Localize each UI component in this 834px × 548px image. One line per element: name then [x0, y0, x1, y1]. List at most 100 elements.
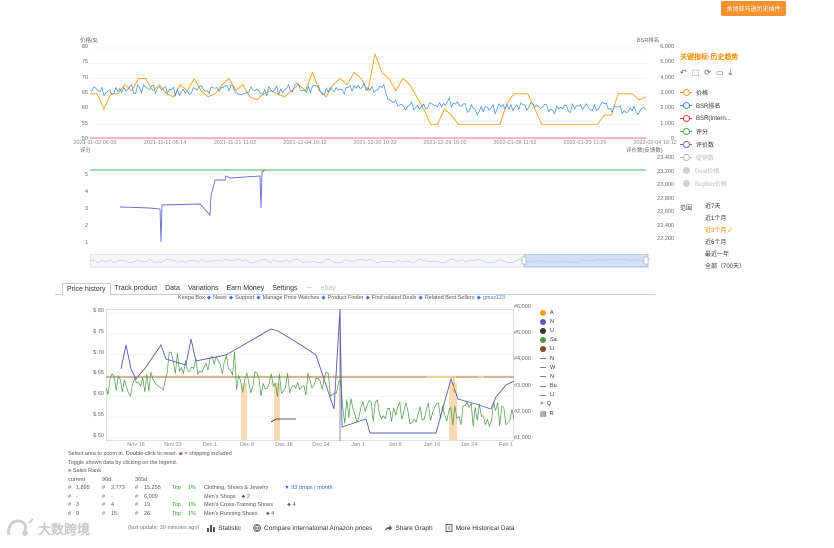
- keepa-tab[interactable]: Price history: [62, 283, 111, 296]
- share-graph-button[interactable]: Share Graph: [384, 524, 433, 532]
- keepa-legend-item[interactable]: Bu: [540, 382, 557, 391]
- rating-reviews-chart[interactable]: [90, 160, 646, 250]
- legend-swatch-icon: [540, 346, 546, 353]
- stat-category-link[interactable]: Clothing, Shoes & Jewelry: [204, 485, 269, 491]
- legend-line-icon: [540, 376, 546, 378]
- range-option[interactable]: 近3个月 ✓: [705, 225, 745, 237]
- keepa-legend-item[interactable]: ⌕ Q: [540, 400, 557, 409]
- keepa-link[interactable]: Manage Price Watches: [262, 295, 320, 301]
- brand-watermark: 大数跨境: [5, 517, 90, 539]
- navigator-selection[interactable]: [523, 254, 649, 268]
- navigator-left-handle[interactable]: [521, 256, 527, 265]
- legend-line-icon: [540, 385, 546, 387]
- zoom-icon[interactable]: ⬚: [691, 68, 700, 77]
- range-option[interactable]: 最近一年: [705, 249, 745, 261]
- range-option[interactable]: 全部（700天）: [705, 261, 745, 273]
- sales-rank-header[interactable]: ● Sales Rank: [68, 468, 101, 474]
- legend-item[interactable]: Deal价格: [680, 164, 780, 177]
- keepa-legend-item[interactable]: N: [540, 372, 557, 381]
- sales-rank-dot-icon: ●: [68, 468, 72, 474]
- stat-cell: 15,255: [144, 485, 161, 491]
- keepa-link[interactable]: Keepa Box: [178, 295, 205, 301]
- stat-cell: #: [102, 510, 106, 517]
- legend-item[interactable]: 价格: [680, 86, 780, 99]
- stat-cell: 15: [111, 510, 118, 517]
- keepa-link[interactable]: Support: [235, 295, 255, 301]
- keepa-price-chart[interactable]: [106, 309, 514, 441]
- keepa-legend-item[interactable]: N: [540, 354, 557, 363]
- keepa-legend-label: N: [550, 355, 554, 362]
- stat-category-link[interactable]: Men's Shops: [204, 493, 236, 500]
- fullscreen-icon[interactable]: ▭: [715, 68, 724, 77]
- chart1-x-tick: 2021-12-04 16:12: [283, 140, 327, 146]
- stat-category-link[interactable]: Men's Cross-Training Shoes: [204, 502, 274, 508]
- shipping-icon: ▰: [178, 451, 183, 457]
- compare-prices-button[interactable]: Compare international Amazon prices: [253, 524, 372, 532]
- stat-column-headers: current 90d 365d: [68, 476, 148, 483]
- keepa-legend-item[interactable]: Sa: [540, 336, 557, 345]
- stat-cell: 1%: [188, 510, 196, 517]
- chart1-x-tick: 2021-12-29 15:02: [423, 140, 467, 146]
- legend-item[interactable]: 评分: [680, 125, 780, 138]
- keepa-tab[interactable]: Settings: [272, 285, 298, 292]
- link-separator-icon: ◆: [476, 295, 481, 301]
- legend-line-marker-icon: [680, 141, 692, 148]
- refresh-icon[interactable]: ⟳: [704, 68, 711, 77]
- stat-cell: #: [68, 493, 72, 500]
- keepa-legend-item[interactable]: Ll: [540, 391, 557, 400]
- stat-category-link[interactable]: Men's Running Shoes: [204, 510, 258, 517]
- keepa-tab[interactable]: Track product: [114, 285, 158, 292]
- keepa-legend-label: A: [550, 309, 554, 316]
- legend-item[interactable]: BSR排名: [680, 99, 780, 112]
- close-plugin-button[interactable]: 关闭亚马逊历史插件: [721, 1, 786, 16]
- keepa-tab[interactable]: Variations: [187, 285, 219, 292]
- keepa-link[interactable]: News: [213, 295, 227, 301]
- range-option[interactable]: 近1个月: [705, 213, 745, 225]
- more-historical-data-button[interactable]: More Historical Data: [445, 524, 515, 532]
- keepa-right-tick: #3,000: [514, 382, 531, 389]
- tab-divider: [55, 294, 655, 295]
- legend-item[interactable]: Buybox价格: [680, 177, 780, 190]
- keepa-right-tick: #5,000: [514, 330, 531, 337]
- legend-line-icon: [540, 367, 546, 369]
- range-option[interactable]: 近7天: [705, 201, 745, 213]
- keepa-tab[interactable]: Earn Money: [226, 285, 265, 292]
- keepa-legend-label: U: [550, 327, 554, 334]
- keepa-x-tick: Dec 24: [312, 442, 330, 448]
- keepa-legend-label: N: [550, 318, 554, 325]
- keepa-legend-item[interactable]: U: [540, 326, 557, 335]
- keepa-link[interactable]: gmsz123: [482, 295, 506, 301]
- legend-item[interactable]: 评价数: [680, 138, 780, 151]
- keepa-tab[interactable]: ebay: [320, 285, 336, 292]
- stat-cell: #: [135, 502, 139, 508]
- stat-cell: #: [135, 493, 139, 500]
- keepa-right-tick: #2,000: [514, 408, 531, 415]
- download-icon[interactable]: ⤓: [728, 68, 733, 77]
- price-bsr-chart[interactable]: [90, 46, 646, 140]
- statistic-button[interactable]: Statistic: [207, 524, 241, 532]
- keepa-legend-item[interactable]: N: [540, 317, 557, 326]
- search-icon: ⌕: [540, 400, 544, 408]
- link-separator-icon: ◆: [256, 295, 261, 301]
- link-separator-icon: ◆: [321, 295, 326, 301]
- keepa-tab[interactable]: ---: [305, 285, 313, 292]
- keepa-link[interactable]: Related Best Sellers: [424, 295, 475, 301]
- keepa-link[interactable]: Find related Deals: [371, 295, 417, 301]
- keepa-link[interactable]: Product Finder: [327, 295, 364, 301]
- keepa-legend-item[interactable]: ▤ R: [540, 409, 557, 418]
- legend-item[interactable]: BSR(Intern...: [680, 112, 780, 125]
- restore-icon[interactable]: ↶: [680, 68, 687, 77]
- range-navigator[interactable]: [90, 254, 650, 268]
- keepa-legend-item[interactable]: Li: [540, 345, 557, 354]
- keepa-legend-item[interactable]: A: [540, 308, 557, 317]
- legend-item[interactable]: 促销数: [680, 151, 780, 164]
- range-option[interactable]: 近6个月: [705, 237, 745, 249]
- legend-panel: 关键指标·历史趋势 ↶ ⬚ ⟳ ▭ ⤓ 价格 BSR排名 BSR(Intern...…: [680, 52, 780, 190]
- navigator-right-handle[interactable]: [643, 256, 649, 265]
- keepa-tab[interactable]: Data: [165, 285, 180, 292]
- chart1-right-tick: 2,000: [660, 105, 674, 112]
- chart1-x-tick: 2022-01-20 11:20: [563, 140, 607, 146]
- keepa-legend-item[interactable]: W: [540, 363, 557, 372]
- keepa-link-bar: Keepa Box ◆ News ◆ Support ◆ Manage Price Watc…: [178, 295, 505, 301]
- stat-cell: 3: [76, 502, 80, 508]
